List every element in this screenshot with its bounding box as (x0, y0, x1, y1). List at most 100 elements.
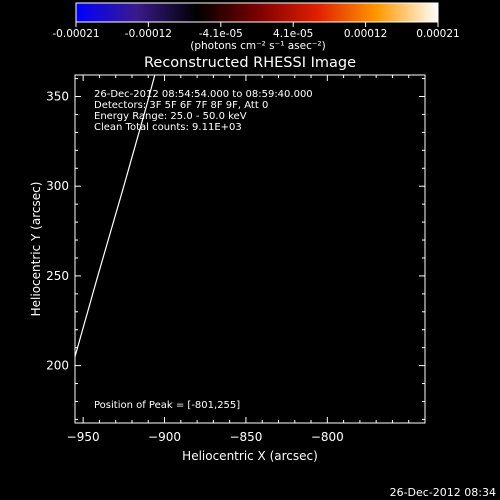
heatmap-cell (213, 297, 222, 307)
heatmap-cell (408, 180, 418, 191)
heatmap-cell (400, 189, 410, 200)
heatmap-cell (319, 288, 328, 298)
heatmap-cell (335, 396, 345, 406)
heatmap-cell (286, 207, 296, 218)
heatmap-cell (213, 360, 222, 370)
heatmap-cell (270, 288, 279, 298)
heatmap-cell (213, 414, 222, 423)
heatmap-cell (384, 82, 393, 92)
heatmap-cell (123, 252, 133, 263)
heatmap-cell (376, 216, 385, 227)
heatmap-cell (302, 387, 312, 397)
heatmap-cell (245, 324, 255, 334)
heatmap-cell (319, 351, 328, 361)
heatmap-cell (99, 297, 108, 307)
heatmap-cell (156, 261, 165, 272)
heatmap-cell (156, 252, 165, 263)
heatmap-cell (254, 396, 263, 406)
heatmap-cell (123, 118, 133, 128)
heatmap-cell (254, 91, 263, 101)
heatmap-cell (278, 189, 288, 200)
heatmap-cell (416, 360, 425, 370)
heatmap-cell (205, 324, 214, 334)
heatmap-cell (384, 333, 393, 343)
heatmap-cell (205, 100, 214, 110)
heatmap-cell (319, 109, 328, 119)
heatmap-cell (270, 351, 279, 361)
heatmap-cell (302, 145, 312, 155)
heatmap-cell (180, 369, 190, 379)
heatmap-cell (99, 216, 108, 227)
heatmap-cell (164, 297, 174, 307)
heatmap-cell (262, 243, 271, 254)
heatmap-cell (400, 243, 410, 254)
heatmap-cell (189, 145, 198, 155)
heatmap-cell (262, 279, 271, 289)
heatmap-cell (400, 91, 410, 101)
heatmap-cell (311, 270, 320, 280)
heatmap-cell (99, 180, 108, 191)
heatmap-cell (294, 91, 304, 101)
heatmap-cell (132, 261, 141, 272)
heatmap-cell (254, 171, 263, 182)
heatmap-cell (262, 162, 271, 173)
heatmap-cell (245, 288, 255, 298)
heatmap-cell (91, 378, 100, 388)
heatmap-cell (99, 171, 108, 182)
heatmap-cell (156, 136, 165, 146)
heatmap-cell (237, 378, 247, 388)
heatmap-cell (408, 414, 418, 423)
heatmap-cell (205, 243, 214, 254)
heatmap-cell (99, 127, 108, 137)
heatmap-cell (294, 351, 304, 361)
heatmap-cell (123, 225, 133, 236)
heatmap-cell (172, 315, 182, 325)
heatmap-cell (221, 118, 231, 128)
heatmap-cell (132, 297, 141, 307)
heatmap-cell (140, 162, 149, 173)
heatmap-cell (270, 279, 279, 289)
heatmap-cell (335, 162, 345, 173)
heatmap-cell (368, 333, 377, 343)
heatmap-cell (99, 91, 108, 101)
heatmap-cell (335, 75, 345, 83)
heatmap-cell (107, 405, 117, 415)
heatmap-cell (327, 180, 336, 191)
heatmap-cell (83, 414, 92, 423)
heatmap-cell (254, 243, 263, 254)
heatmap-cell (270, 171, 279, 182)
heatmap-cell (302, 180, 312, 191)
heatmap-cell (107, 279, 117, 289)
heatmap-cell (156, 171, 165, 182)
heatmap-cell (335, 243, 345, 254)
heatmap-cell (335, 145, 345, 155)
heatmap-cell (189, 91, 198, 101)
heatmap-cell (83, 189, 92, 200)
heatmap-cell (115, 378, 125, 388)
heatmap-cell (343, 189, 353, 200)
heatmap-cell (368, 396, 377, 406)
heatmap-cell (83, 171, 92, 182)
heatmap-cell (245, 136, 255, 146)
heatmap-cell (156, 279, 165, 289)
heatmap-cell (91, 387, 100, 397)
heatmap-cell (359, 387, 369, 397)
heatmap-cell (83, 145, 92, 155)
heatmap-cell (83, 252, 92, 263)
heatmap-cell (359, 324, 369, 334)
heatmap-cell (180, 75, 190, 83)
heatmap-cell (327, 252, 336, 263)
heatmap-cell (359, 127, 369, 137)
heatmap-cell (343, 136, 353, 146)
heatmap-cell (376, 279, 385, 289)
heatmap-cell (123, 351, 133, 361)
heatmap-cell (270, 270, 279, 280)
heatmap-cell (327, 162, 336, 173)
heatmap-cell (286, 261, 296, 272)
heatmap-cell (221, 234, 231, 245)
heatmap-cell (302, 198, 312, 209)
heatmap-cell (229, 127, 239, 137)
heatmap-cell (343, 387, 353, 397)
heatmap-cell (156, 207, 165, 218)
heatmap-cell (172, 136, 182, 146)
